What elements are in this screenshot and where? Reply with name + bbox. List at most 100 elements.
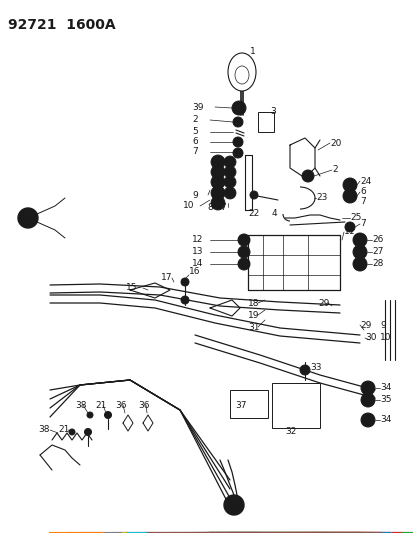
- Circle shape: [364, 397, 370, 403]
- Circle shape: [241, 262, 246, 266]
- Text: 1: 1: [249, 47, 255, 56]
- Circle shape: [214, 179, 221, 185]
- Circle shape: [360, 393, 374, 407]
- Text: 7: 7: [359, 198, 365, 206]
- Text: 34: 34: [379, 384, 390, 392]
- Circle shape: [233, 137, 242, 147]
- Circle shape: [211, 155, 224, 169]
- Text: 92721  1600A: 92721 1600A: [8, 18, 115, 32]
- Circle shape: [346, 182, 352, 188]
- Text: 38: 38: [75, 400, 86, 409]
- Text: 35: 35: [379, 395, 391, 405]
- Circle shape: [223, 495, 243, 515]
- Circle shape: [227, 180, 232, 184]
- Text: 27: 27: [371, 247, 382, 256]
- Text: 3: 3: [269, 108, 275, 117]
- Text: 17: 17: [161, 273, 172, 282]
- Circle shape: [231, 101, 245, 115]
- Circle shape: [344, 222, 354, 232]
- Circle shape: [356, 237, 362, 243]
- Circle shape: [241, 238, 246, 243]
- Circle shape: [237, 234, 249, 246]
- Circle shape: [360, 381, 374, 395]
- Text: 11: 11: [343, 228, 355, 237]
- Circle shape: [301, 170, 313, 182]
- Circle shape: [364, 385, 370, 391]
- Circle shape: [211, 175, 224, 189]
- Circle shape: [214, 169, 221, 175]
- Circle shape: [346, 193, 352, 199]
- Circle shape: [211, 186, 224, 200]
- Text: 2: 2: [331, 166, 337, 174]
- Text: 31: 31: [247, 322, 259, 332]
- Text: 15: 15: [126, 284, 137, 293]
- Circle shape: [214, 159, 221, 165]
- Circle shape: [237, 246, 249, 258]
- Text: 29: 29: [317, 298, 329, 308]
- Text: 20: 20: [329, 139, 341, 148]
- Ellipse shape: [228, 53, 255, 91]
- Circle shape: [241, 249, 246, 254]
- Circle shape: [223, 187, 235, 199]
- Circle shape: [84, 429, 91, 435]
- Bar: [257, 112, 273, 132]
- Circle shape: [223, 176, 235, 188]
- Circle shape: [237, 258, 249, 270]
- Text: 23: 23: [315, 193, 327, 203]
- Circle shape: [352, 257, 366, 271]
- Text: 18: 18: [247, 298, 259, 308]
- Text: 4: 4: [271, 209, 277, 219]
- Circle shape: [233, 148, 242, 158]
- Bar: [271, 383, 319, 428]
- Text: 19: 19: [247, 311, 259, 319]
- Text: 25: 25: [349, 214, 361, 222]
- Text: 38: 38: [38, 425, 50, 434]
- Circle shape: [227, 169, 232, 174]
- Text: 12: 12: [192, 236, 203, 245]
- Text: 29: 29: [359, 320, 370, 329]
- Text: A: A: [230, 500, 237, 510]
- Circle shape: [211, 196, 224, 210]
- Text: 9: 9: [379, 320, 385, 329]
- Circle shape: [360, 413, 374, 427]
- Text: 7: 7: [359, 220, 365, 229]
- Circle shape: [87, 412, 93, 418]
- Text: A: A: [25, 214, 31, 222]
- Text: 6: 6: [359, 188, 365, 197]
- Circle shape: [18, 208, 38, 228]
- Circle shape: [235, 105, 242, 111]
- Text: 7: 7: [219, 203, 225, 212]
- Text: 9: 9: [192, 190, 197, 199]
- Text: 10: 10: [183, 201, 194, 211]
- Text: 16: 16: [189, 268, 200, 277]
- Bar: [230, 390, 267, 418]
- Circle shape: [214, 190, 221, 196]
- Circle shape: [364, 417, 370, 423]
- Text: 7: 7: [192, 148, 197, 157]
- Circle shape: [352, 245, 366, 259]
- Circle shape: [249, 191, 257, 199]
- Text: 39: 39: [192, 102, 203, 111]
- Text: 30: 30: [364, 334, 375, 343]
- Circle shape: [227, 190, 232, 196]
- Circle shape: [342, 189, 356, 203]
- Text: 26: 26: [371, 236, 382, 245]
- Ellipse shape: [235, 66, 248, 84]
- Circle shape: [223, 156, 235, 168]
- Circle shape: [104, 411, 111, 418]
- Text: 33: 33: [309, 364, 321, 373]
- Text: 36: 36: [138, 400, 149, 409]
- Text: 14: 14: [192, 260, 203, 269]
- Circle shape: [227, 159, 232, 165]
- Circle shape: [305, 174, 310, 179]
- Text: 22: 22: [247, 209, 259, 219]
- Text: 21: 21: [58, 425, 69, 434]
- Text: 21: 21: [95, 400, 106, 409]
- Text: 6: 6: [192, 138, 197, 147]
- Circle shape: [180, 296, 189, 304]
- Circle shape: [214, 200, 221, 206]
- Circle shape: [352, 233, 366, 247]
- Circle shape: [235, 120, 240, 124]
- Text: 32: 32: [284, 427, 296, 437]
- Circle shape: [223, 166, 235, 178]
